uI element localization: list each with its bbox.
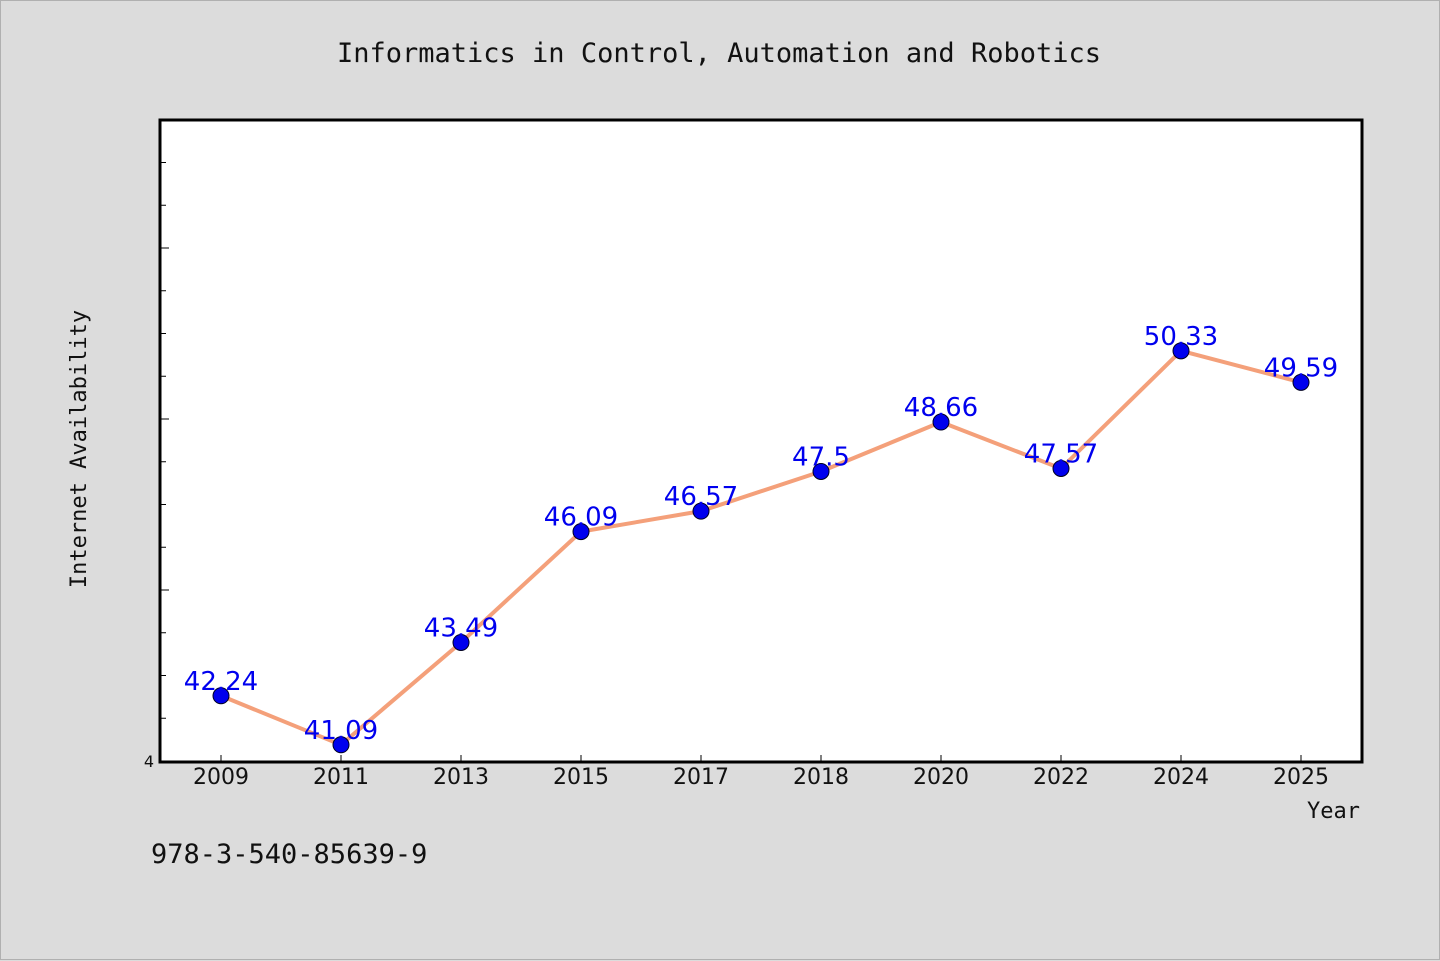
x-axis-label: Year [1307, 799, 1360, 824]
data-label: 41.09 [304, 716, 378, 746]
data-label: 50.33 [1144, 322, 1218, 352]
x-tick-label: 2017 [673, 765, 729, 790]
series-line [219, 348, 1303, 747]
data-point [452, 633, 470, 651]
x-tick-label: 2025 [1273, 765, 1329, 790]
data-point [1172, 342, 1190, 360]
x-tick-label: 2020 [913, 765, 969, 790]
data-label: 46.57 [664, 482, 738, 512]
data-label: 47.5 [792, 442, 850, 472]
data-label: 43.49 [424, 613, 498, 643]
x-tick-label: 2009 [193, 765, 249, 790]
data-point [932, 413, 950, 431]
x-axis-ticks [220, 755, 1302, 761]
data-point [572, 523, 590, 541]
isbn-footer: 978-3-540-85639-9 [151, 839, 427, 870]
data-point [1292, 373, 1310, 391]
x-tick-label: 2024 [1153, 765, 1209, 790]
x-tick-label: 2018 [793, 765, 849, 790]
y-axis-label: Internet Availability [67, 310, 92, 588]
data-point [812, 462, 830, 480]
data-label: 48.66 [904, 393, 978, 423]
series-markers [212, 342, 1310, 754]
data-label: 46.09 [544, 503, 618, 533]
series-lines [219, 348, 1303, 747]
data-point [332, 736, 350, 754]
y-axis-ticks [161, 162, 169, 719]
x-axis-tick-labels: 2009 2011 2013 2015 2017 2018 2020 2022 2024 2025 [193, 765, 1329, 790]
chart-title: Informatics in Control, Automation and R… [337, 38, 1101, 69]
data-label: 47.57 [1024, 440, 1098, 470]
x-tick-label: 2022 [1033, 765, 1089, 790]
x-tick-label: 2011 [313, 765, 369, 790]
data-point [1052, 460, 1070, 478]
data-point [692, 502, 710, 520]
plot-area [158, 118, 1364, 764]
y-axis-min-label: 4 [144, 752, 154, 771]
data-labels: 42.24 41.09 43.49 46.09 46.57 47.5 48.66 47.57 5… [184, 322, 1338, 746]
x-tick-label: 2013 [433, 765, 489, 790]
data-label: 42.24 [184, 667, 258, 697]
data-point [212, 687, 230, 705]
x-tick-label: 2015 [553, 765, 609, 790]
data-label: 49.59 [1264, 353, 1338, 383]
